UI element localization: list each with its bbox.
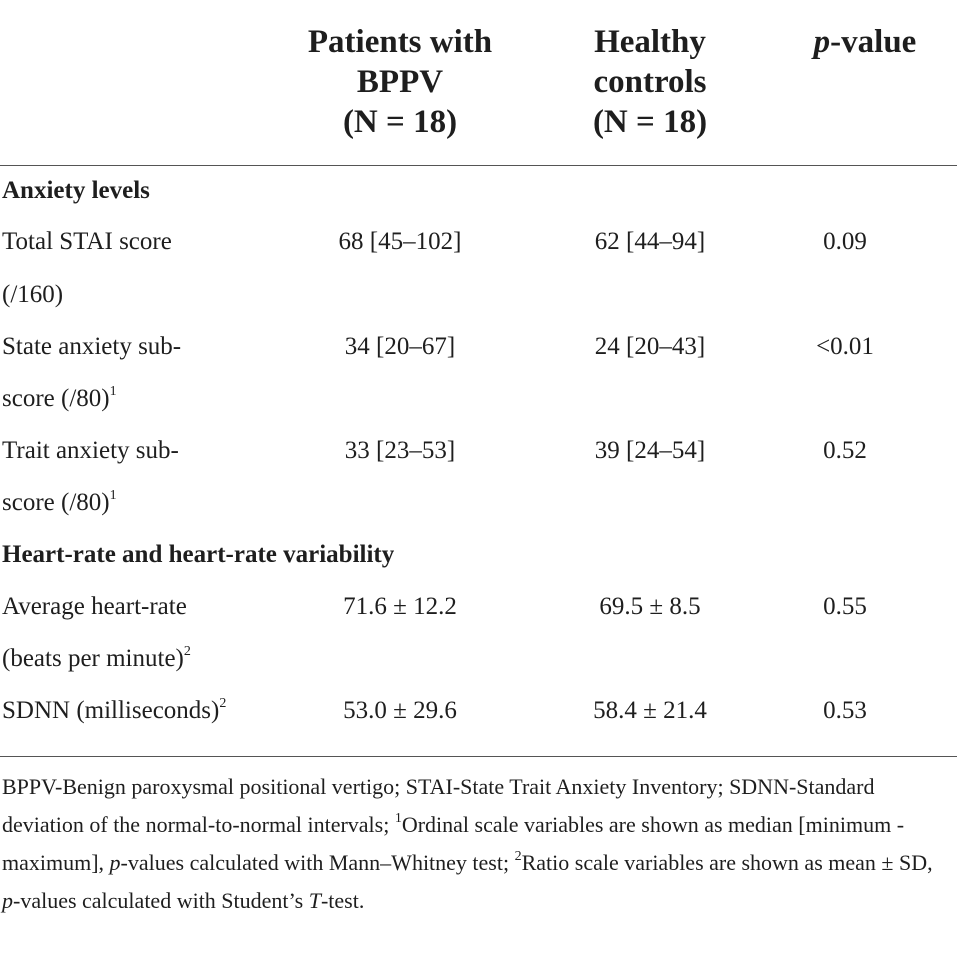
stai-label-line1: Total STAI score	[2, 228, 172, 255]
state-label-line2: score (/80)1	[2, 384, 117, 414]
trait-label-line1: Trait anxiety sub-	[2, 437, 179, 464]
sdnn-sup: 2	[219, 695, 227, 711]
header-patients: Patients with BPPV (N = 18)	[250, 22, 550, 142]
state-p: <0.01	[816, 333, 874, 360]
stai-p: 0.09	[823, 228, 867, 255]
fn-part5: -values calculated with Student’s	[13, 888, 309, 913]
hr-label-line1: Average heart-rate	[2, 593, 187, 620]
fn-t: T	[308, 888, 321, 913]
header-controls: Healthy controls (N = 18)	[510, 22, 790, 142]
sdnn-p: 0.53	[823, 697, 867, 724]
fn-sup2: 2	[514, 848, 522, 864]
state-label-line1: State anxiety sub-	[2, 333, 182, 360]
section-heart: Heart-rate and heart-rate variability	[2, 541, 395, 568]
header-controls-line2: controls	[593, 64, 707, 100]
stai-patients: 68 [45–102]	[338, 228, 462, 255]
sdnn-controls: 58.4 ± 21.4	[593, 697, 707, 724]
sdnn-label: SDNN (milliseconds)2	[2, 696, 226, 726]
stai-label-line2: (/160)	[2, 281, 64, 308]
state-label-text: score (/80)	[2, 385, 110, 412]
state-patients: 34 [20–67]	[344, 333, 456, 360]
trait-p: 0.52	[823, 437, 867, 464]
fn-p1: p	[109, 850, 121, 875]
trait-label-text: score (/80)	[2, 489, 110, 516]
header-patients-line1: Patients with	[307, 24, 493, 60]
fn-part1: BPPV-Benign paroxysmal positional vertig…	[2, 774, 875, 837]
header-controls-line3: (N = 18)	[592, 104, 708, 140]
trait-patients: 33 [23–53]	[344, 437, 456, 464]
header-rule	[0, 165, 957, 166]
header-p-italic: p	[813, 24, 831, 60]
state-controls: 24 [20–43]	[594, 333, 706, 360]
hr-sup: 2	[183, 643, 191, 659]
table-footnote: BPPV-Benign paroxysmal positional vertig…	[2, 768, 952, 920]
trait-label-line2: score (/80)1	[2, 488, 117, 518]
trait-sup: 1	[109, 487, 117, 503]
trait-controls: 39 [24–54]	[594, 437, 706, 464]
section-anxiety: Anxiety levels	[2, 177, 150, 204]
hr-controls: 69.5 ± 8.5	[599, 593, 701, 620]
hr-p: 0.55	[823, 593, 867, 620]
fn-part4: Ratio scale variables are shown as mean …	[521, 850, 933, 875]
sdnn-patients: 53.0 ± 29.6	[343, 697, 457, 724]
header-p-rest: -value	[830, 24, 917, 60]
sdnn-label-text: SDNN (milliseconds)	[2, 697, 220, 724]
stai-controls: 62 [44–94]	[594, 228, 706, 255]
fn-p2: p	[2, 888, 13, 913]
fn-part2: Ordinal scale variables are shown as med…	[2, 812, 905, 875]
hr-patients: 71.6 ± 12.2	[343, 593, 457, 620]
hr-label-text: (beats per minute)	[2, 645, 184, 672]
header-controls-line1: Healthy	[594, 24, 706, 60]
hr-label-line2: (beats per minute)2	[2, 644, 191, 674]
state-sup: 1	[109, 383, 117, 399]
header-patients-line3: (N = 18)	[342, 104, 458, 140]
fn-sup1: 1	[394, 810, 402, 826]
fn-part3: -values calculated with Mann–Whitney tes…	[120, 850, 515, 875]
fn-part6: -test.	[320, 888, 365, 913]
bottom-rule	[0, 756, 957, 757]
header-p-value: p-value	[780, 22, 950, 62]
header-patients-line2: BPPV	[356, 64, 444, 100]
